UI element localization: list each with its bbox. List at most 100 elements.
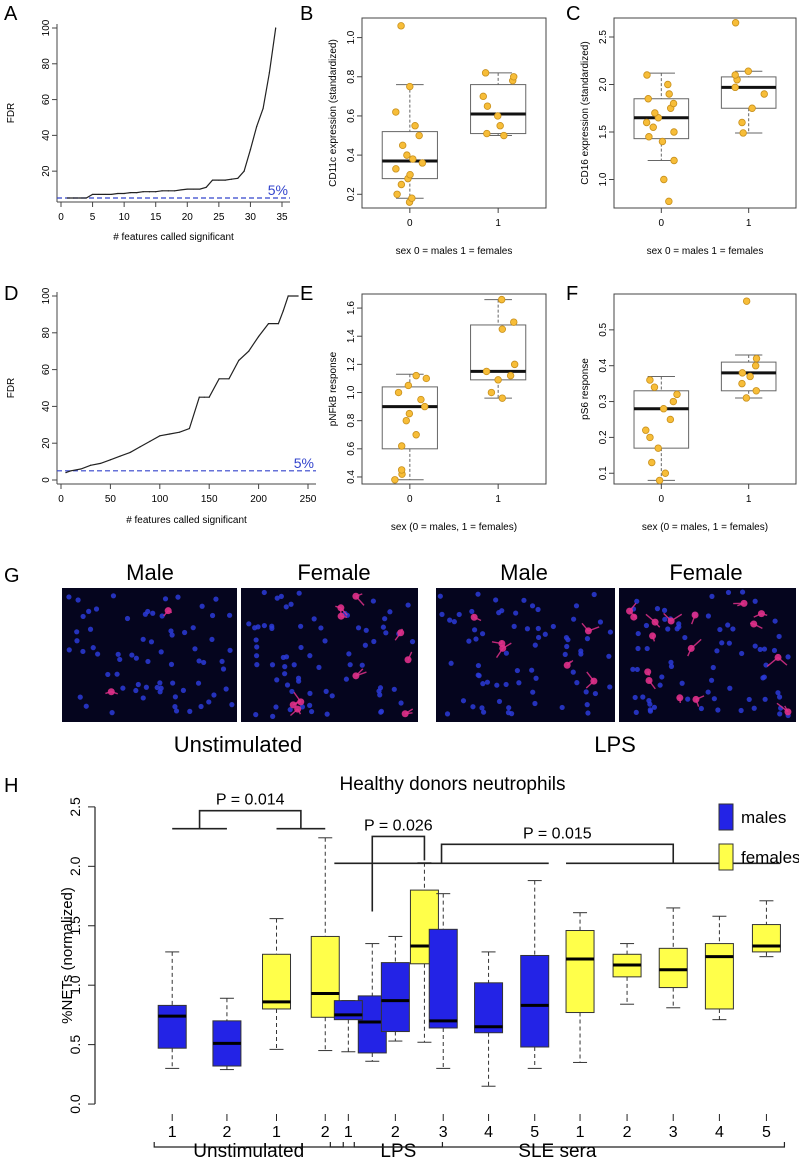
data-point — [666, 415, 675, 424]
nucleus-dot — [74, 629, 80, 635]
net-cell — [470, 613, 478, 621]
data-point — [391, 476, 399, 484]
data-point — [415, 131, 423, 140]
p-value-label: P = 0.015 — [523, 825, 592, 842]
net-cell — [294, 705, 302, 713]
nucleus-dot — [726, 640, 732, 646]
nucleus-dot — [585, 710, 591, 716]
box — [381, 386, 438, 450]
nucleus-dot — [705, 689, 711, 695]
data-point — [479, 92, 487, 101]
nucleus-dot — [484, 679, 491, 685]
nucleus-dot — [409, 639, 416, 645]
data-point — [649, 123, 657, 131]
nucleus-dot — [80, 648, 86, 655]
data-point — [665, 197, 673, 206]
nucleus-dot — [785, 654, 791, 660]
nucleus-dot — [363, 627, 369, 633]
nucleus-dot — [109, 710, 115, 716]
nucleus-dot — [772, 618, 778, 624]
x-tick-label: 2 — [321, 1124, 330, 1141]
nucleus-dot — [391, 686, 397, 692]
nucleus-dot — [154, 684, 160, 691]
fdr-point — [256, 125, 258, 128]
x-tick-label: 1 — [495, 218, 501, 229]
box — [720, 76, 777, 109]
panel-label-a: A — [4, 3, 18, 25]
y-tick-label: 1.0 — [346, 30, 357, 44]
nucleus-dot — [470, 704, 476, 710]
data-point — [422, 374, 431, 383]
data-point — [412, 371, 420, 380]
data-point — [642, 426, 650, 434]
nucleus-dot — [752, 598, 758, 604]
nucleus-dot — [751, 705, 757, 711]
nucleus-dot — [299, 704, 306, 710]
nucleus-dot — [346, 651, 352, 657]
nucleus-dot — [719, 640, 725, 646]
nucleus-dot — [776, 694, 783, 700]
fdr-point — [161, 190, 163, 192]
data-point — [739, 129, 747, 137]
data-point — [510, 360, 519, 369]
fdr-point — [205, 186, 207, 188]
data-point — [661, 469, 670, 477]
nucleus-dot — [757, 646, 763, 653]
nucleus-dot — [494, 682, 500, 688]
nucleus-dot — [516, 680, 522, 686]
micrograph-female-unstimulated — [241, 588, 418, 722]
fdr-point — [80, 468, 82, 470]
nucleus-dot — [298, 623, 304, 629]
fdr-point — [70, 470, 72, 472]
nucleus-dot — [190, 625, 196, 631]
fdr-point — [218, 179, 220, 181]
nucleus-dot — [472, 627, 478, 633]
x-tick-label: 50 — [105, 494, 117, 505]
nucleus-dot — [378, 709, 384, 715]
nucleus-dot — [172, 704, 178, 710]
fdr-point — [65, 472, 67, 474]
nucleus-dot — [323, 688, 329, 694]
y-tick-label: 0.6 — [346, 109, 357, 123]
data-point — [494, 112, 502, 120]
fdr-point — [248, 350, 250, 352]
data-point — [738, 369, 747, 377]
nucleus-dot — [480, 709, 487, 715]
nucleus-dot — [211, 692, 217, 698]
nucleus-dot — [115, 651, 121, 657]
data-point — [738, 118, 746, 127]
legend-label: males — [741, 808, 786, 827]
box — [720, 361, 777, 392]
x-tick-label: 0 — [58, 494, 64, 505]
nucleus-dot — [708, 677, 715, 683]
nucleus-dot — [496, 698, 503, 705]
data-point — [670, 128, 678, 136]
nucleus-dot — [274, 595, 280, 601]
nucleus-dot — [521, 597, 527, 603]
data-point — [394, 388, 403, 397]
nucleus-dot — [66, 647, 72, 653]
net-cell — [352, 672, 360, 680]
data-point — [646, 376, 654, 384]
y-tick-label: 40 — [41, 400, 52, 412]
x-tick-label: 2 — [623, 1124, 632, 1141]
nucleus-dot — [480, 681, 486, 687]
fdr-point — [90, 464, 92, 466]
nucleus-dot — [513, 610, 519, 616]
x-tick-label: 1 — [746, 218, 752, 229]
group-label: LPS — [380, 1141, 416, 1161]
net-cell — [297, 698, 305, 706]
y-tick-label: 1.2 — [346, 357, 357, 371]
net-cell — [676, 694, 684, 702]
nucleus-dot — [289, 688, 295, 695]
box-females — [565, 930, 595, 1014]
nucleus-dot — [647, 707, 653, 713]
panel-h-nets-boxplot: Healthy donors neutrophils 0.0 0.5 1.0 1.5 2.… — [59, 774, 799, 1161]
x-tick-label: 0 — [407, 218, 413, 229]
y-tick-label: 0.4 — [598, 358, 609, 372]
x-tick-label: 4 — [715, 1124, 724, 1141]
fdr-point — [73, 197, 75, 199]
fdr-point — [218, 378, 220, 380]
data-point — [748, 104, 756, 112]
fdr-point — [258, 335, 260, 338]
